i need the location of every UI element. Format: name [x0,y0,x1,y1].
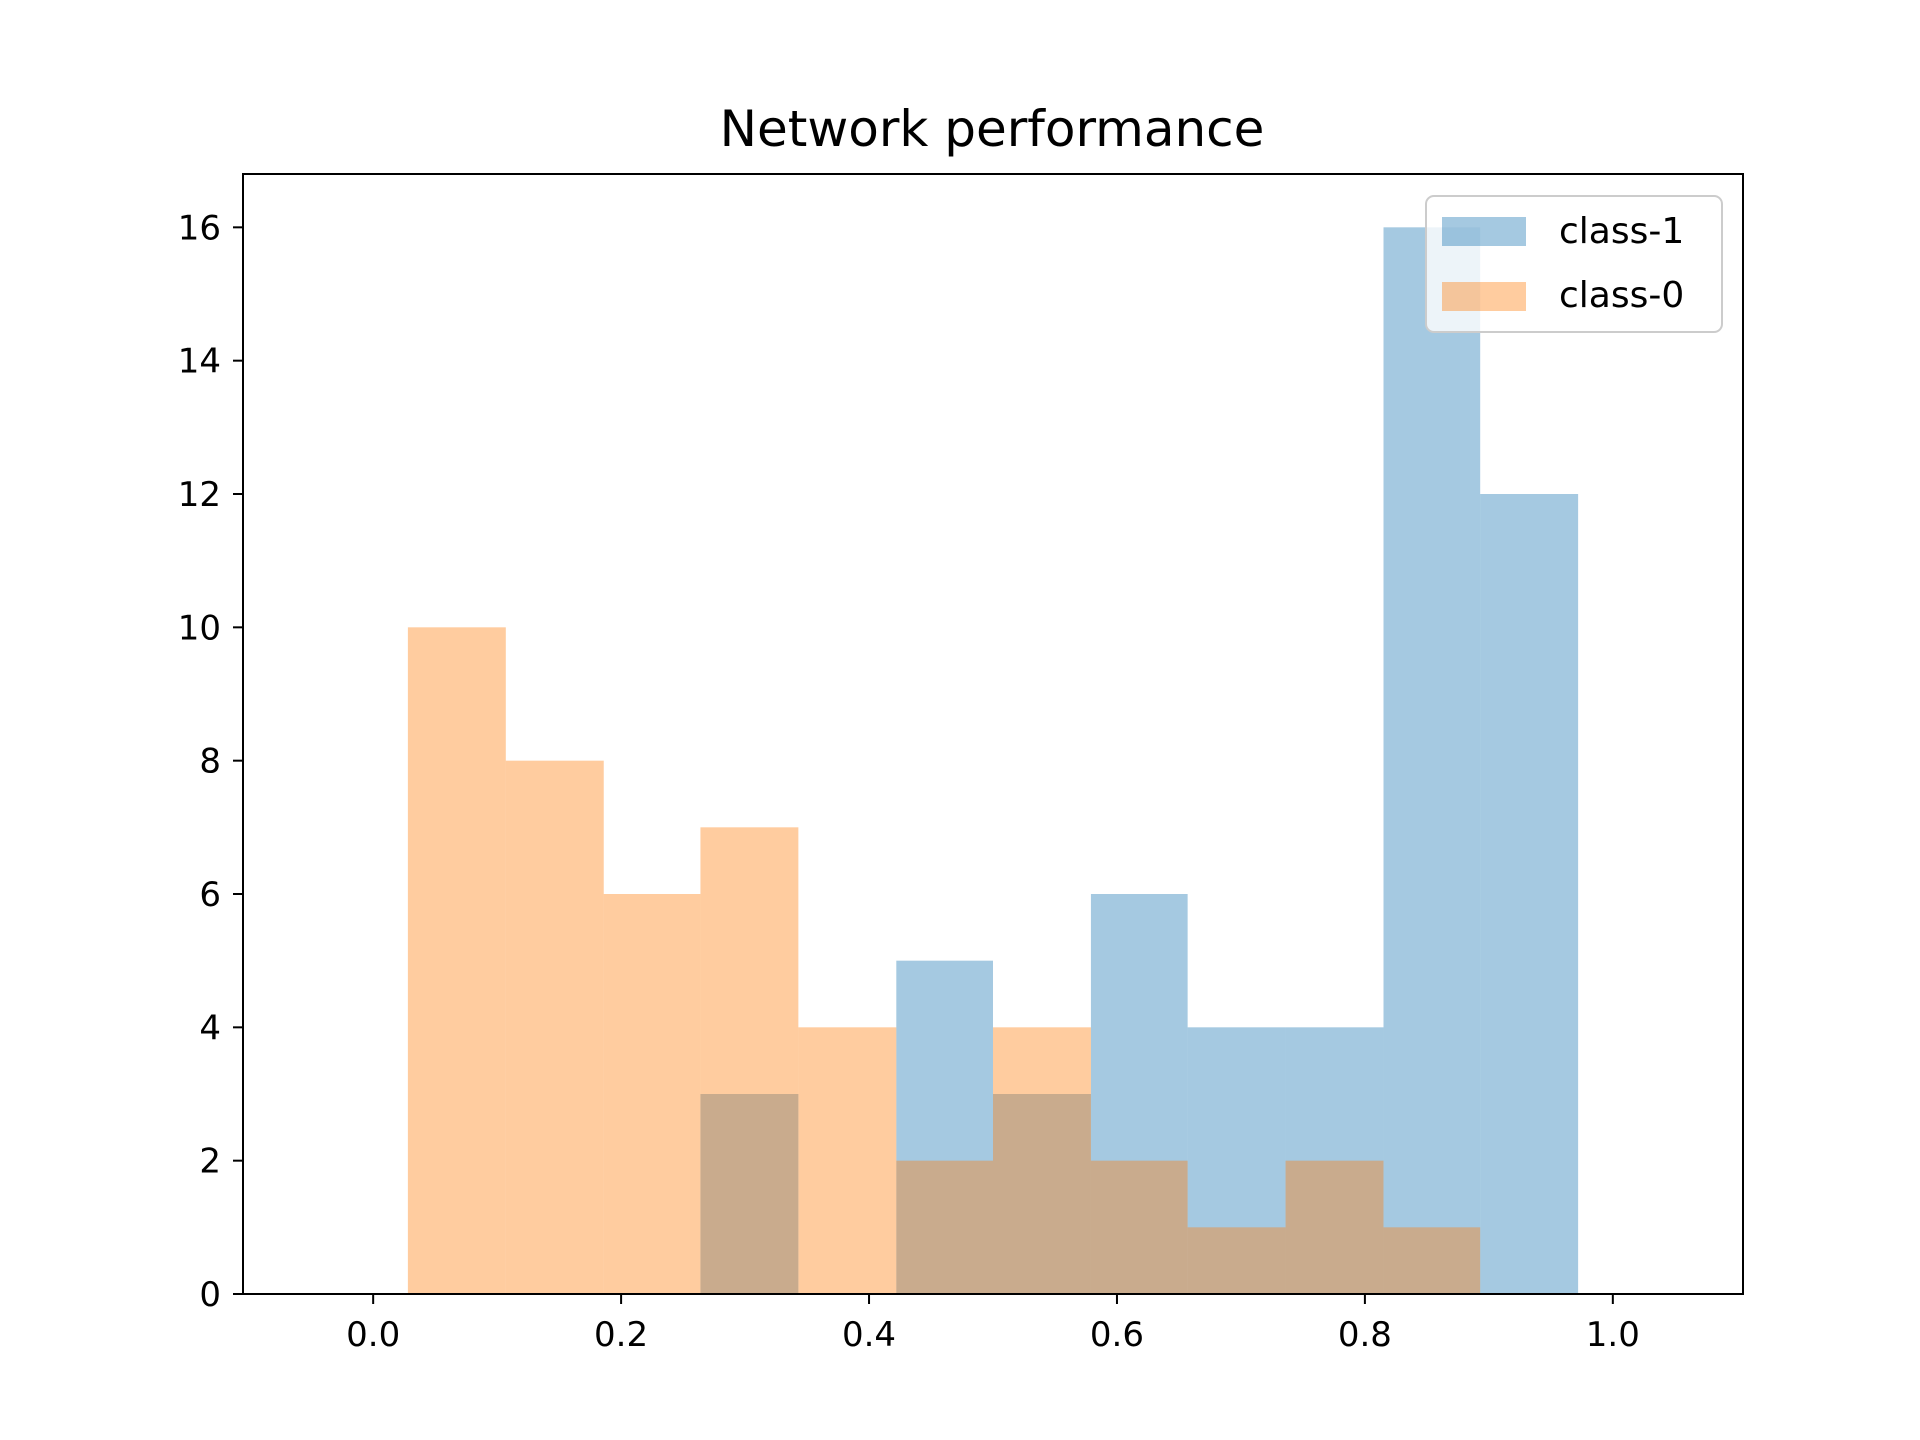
x-tick-label: 1.0 [1586,1315,1640,1355]
histogram-bar-class-0-9 [1285,1160,1384,1294]
y-tick-label: 10 [178,608,221,648]
x-tick-label: 0.2 [594,1315,648,1355]
histogram-bar-class-0-10 [1383,1227,1481,1294]
legend-swatch-class-1 [1442,217,1526,246]
y-tick-label: 14 [178,342,221,382]
y-tick-label: 16 [178,208,221,248]
bars-layer [407,227,1579,1295]
x-tick-label: 0.0 [346,1315,400,1355]
histogram-bar-class-0-4 [798,1027,897,1294]
histogram-bar-class-0-1 [505,760,604,1294]
histogram-bar-class-1-8 [1480,494,1579,1294]
legend-swatch-class-0 [1442,282,1526,311]
series-class-0 [407,627,1481,1294]
legend-label-class-1: class-1 [1559,211,1684,252]
y-tick-label: 4 [199,1008,221,1048]
histogram-bar-class-0-6 [993,1027,1091,1294]
chart-title: Network performance [720,100,1265,158]
histogram-bar-class-0-7 [1090,1160,1188,1294]
x-axis: 0.0 0.2 0.4 0.6 0.8 1.0 [346,1294,1640,1355]
histogram-bar-class-1-0 [700,1094,799,1294]
histogram-bar-class-1-2 [896,960,993,1294]
legend-label-class-0: class-0 [1559,275,1684,316]
histogram-bar-class-0-0 [407,627,506,1294]
histogram-bar-class-1-7 [1383,227,1481,1295]
axes-background [243,174,1743,1294]
y-tick-label: 2 [199,1142,221,1182]
histogram-bar-class-0-5 [896,1160,993,1294]
histogram-bar-class-1-4 [1090,894,1188,1294]
legend: class-1 class-0 [1425,195,1723,333]
x-tick-label: 0.4 [842,1315,896,1355]
y-tick-label: 8 [199,742,221,782]
histogram-bar-class-0-3 [700,827,799,1294]
histogram-bar-class-0-2 [603,894,701,1294]
histogram-bar-class-1-5 [1187,1027,1286,1294]
legend-box [1425,195,1723,333]
series-class-1 [700,227,1579,1295]
histogram-bar-class-1-3 [993,1094,1091,1294]
x-tick-label: 0.6 [1090,1315,1144,1355]
y-tick-label: 0 [199,1275,221,1315]
y-tick-label: 12 [178,475,221,515]
axes-frame [242,173,1744,1295]
plot-area: 0.0 0.2 0.4 0.6 0.8 1.0 0 2 4 6 8 10 12 14 16 [178,173,1744,1355]
histogram-bar-class-0-8 [1187,1227,1286,1294]
histogram-bar-class-1-6 [1285,1027,1384,1294]
y-axis: 0 2 4 6 8 10 12 14 16 [178,208,243,1315]
y-tick-label: 6 [199,875,221,915]
x-tick-label: 0.8 [1338,1315,1392,1355]
